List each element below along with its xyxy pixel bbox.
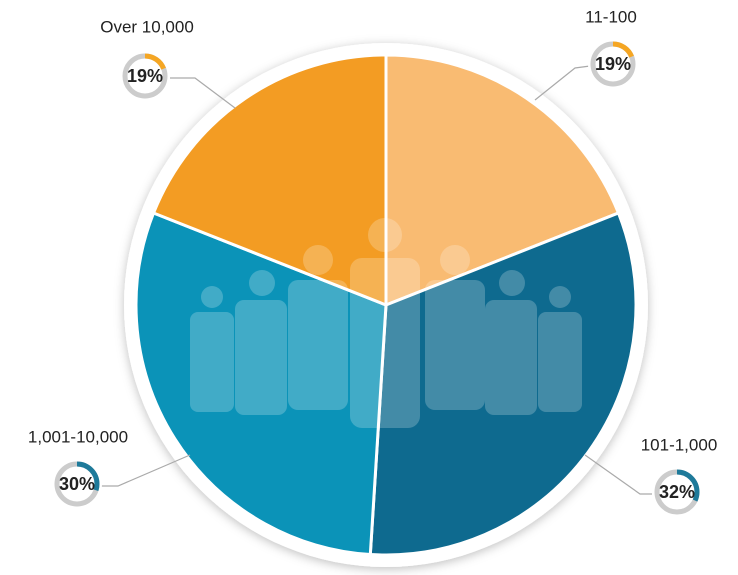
value-label: 19%: [127, 66, 163, 86]
category-label: Over 10,000: [100, 17, 194, 36]
category-label: 101-1,000: [641, 435, 718, 454]
chart: 11-100 19% 101-1,000 32% 1,001-10,000 30% Over…: [0, 0, 738, 575]
category-label: 11-100: [585, 7, 637, 26]
value-label: 30%: [59, 474, 95, 494]
category-label: 1,001-10,000: [28, 427, 128, 446]
leader-line: [535, 66, 590, 100]
value-label: 19%: [595, 54, 631, 74]
value-label: 32%: [659, 482, 695, 502]
